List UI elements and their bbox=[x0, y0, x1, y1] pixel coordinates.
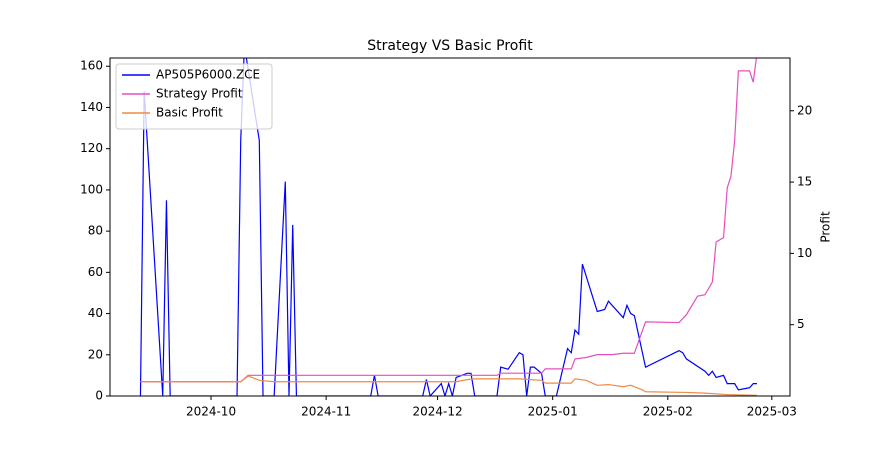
y-tick-label: 20 bbox=[88, 347, 103, 361]
y-tick-label: 160 bbox=[80, 59, 103, 73]
x-tick-label: 2025-02 bbox=[643, 405, 693, 419]
y2-tick-label: 10 bbox=[797, 246, 812, 260]
series-line bbox=[139, 58, 757, 396]
plot-area bbox=[139, 58, 757, 396]
y-tick-label: 140 bbox=[80, 100, 103, 114]
y2-axis-label: Profit bbox=[819, 211, 833, 243]
y-tick-label: 0 bbox=[95, 389, 103, 403]
y-tick-label: 100 bbox=[80, 182, 103, 196]
legend-label: Basic Profit bbox=[156, 106, 223, 120]
y-tick-label: 120 bbox=[80, 141, 103, 155]
x-tick-label: 2024-12 bbox=[412, 405, 462, 419]
x-tick-label: 2024-10 bbox=[186, 405, 236, 419]
y2-tick-label: 20 bbox=[797, 103, 812, 117]
x-tick-label: 2024-11 bbox=[301, 405, 351, 419]
y-tick-label: 80 bbox=[88, 224, 103, 238]
y-tick-label: 40 bbox=[88, 306, 103, 320]
legend-label: AP505P6000.ZCE bbox=[156, 68, 260, 82]
chart-title: Strategy VS Basic Profit bbox=[367, 38, 533, 54]
series-line bbox=[140, 58, 757, 383]
x-tick-label: 2025-03 bbox=[747, 405, 797, 419]
legend-box bbox=[115, 63, 273, 130]
y2-tick-label: 15 bbox=[797, 175, 812, 189]
x-tick-label: 2025-01 bbox=[528, 405, 578, 419]
y2-tick-label: 5 bbox=[797, 317, 805, 331]
y-tick-label: 60 bbox=[88, 265, 103, 279]
series-line bbox=[140, 375, 757, 396]
legend-label: Strategy Profit bbox=[156, 87, 243, 101]
axes-frame bbox=[109, 57, 791, 397]
